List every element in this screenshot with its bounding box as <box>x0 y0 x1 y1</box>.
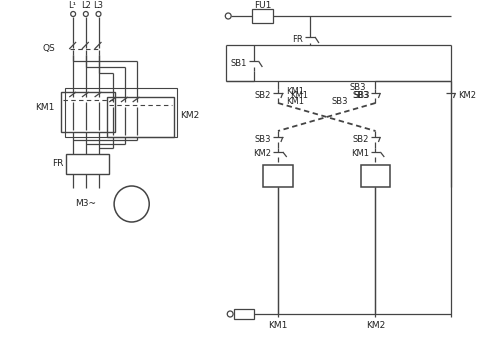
Bar <box>263 165 293 187</box>
Text: KM2: KM2 <box>458 91 477 100</box>
Circle shape <box>225 13 231 19</box>
Text: L¹: L¹ <box>68 1 76 11</box>
Bar <box>361 165 390 187</box>
Text: QS: QS <box>43 44 55 54</box>
Circle shape <box>227 311 233 317</box>
Bar <box>234 309 254 319</box>
Text: FR: FR <box>293 36 304 44</box>
Text: KM1: KM1 <box>286 97 304 105</box>
Bar <box>62 92 115 132</box>
Text: KM1: KM1 <box>268 320 288 330</box>
Text: M3~: M3~ <box>76 199 97 208</box>
Text: KM2: KM2 <box>180 111 200 120</box>
Text: KM1: KM1 <box>291 91 308 100</box>
Text: KM1: KM1 <box>35 103 54 113</box>
Bar <box>66 154 109 174</box>
Text: SB3: SB3 <box>354 91 370 100</box>
Circle shape <box>96 12 101 17</box>
Circle shape <box>114 186 149 222</box>
Text: L3: L3 <box>94 1 104 11</box>
Text: FU1: FU1 <box>254 1 271 11</box>
Text: L2: L2 <box>81 1 91 11</box>
Bar <box>65 88 176 137</box>
Text: SB3: SB3 <box>349 83 366 93</box>
Text: SB1: SB1 <box>230 59 247 67</box>
Text: SB2: SB2 <box>255 91 271 100</box>
Text: KM2: KM2 <box>366 320 385 330</box>
Bar <box>107 97 174 137</box>
Text: KM1: KM1 <box>286 86 304 96</box>
Text: SB3: SB3 <box>255 135 271 143</box>
Text: SB3: SB3 <box>332 97 348 105</box>
Text: SB2: SB2 <box>352 135 369 143</box>
Bar <box>251 9 273 23</box>
Text: KM1: KM1 <box>351 149 369 159</box>
Circle shape <box>71 12 76 17</box>
Text: KM2: KM2 <box>253 149 271 159</box>
Text: SB3: SB3 <box>352 91 369 100</box>
Circle shape <box>83 12 88 17</box>
Text: FR: FR <box>52 160 64 168</box>
